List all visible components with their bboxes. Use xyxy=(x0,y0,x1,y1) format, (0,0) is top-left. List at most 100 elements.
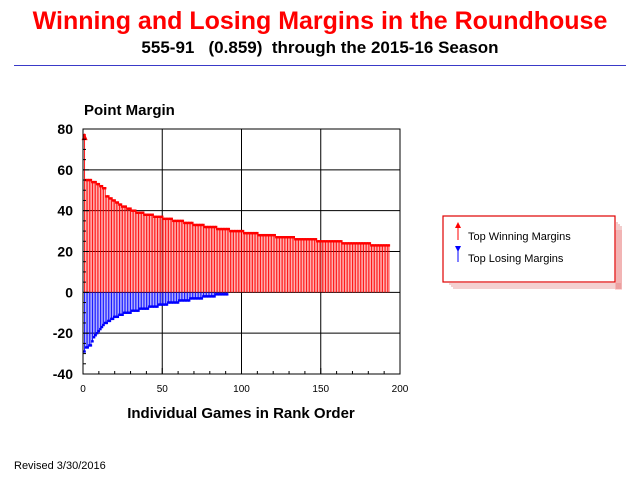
x-tick-label: 100 xyxy=(233,384,250,395)
loss-margin-point xyxy=(119,313,123,316)
win-margin-point xyxy=(119,203,123,206)
win-margin-point xyxy=(103,187,107,190)
win-margin-point xyxy=(164,217,167,221)
chart-legend: Top Winning Margins Top Losing Margins xyxy=(442,215,622,290)
loss-margin-point xyxy=(108,319,112,323)
loss-margin-point xyxy=(130,309,134,312)
win-margin-point xyxy=(311,238,315,241)
win-margin-point xyxy=(310,238,313,241)
loss-margin-point xyxy=(221,293,224,296)
win-margin-point xyxy=(108,197,112,200)
win-margin-point xyxy=(159,215,162,218)
win-margin-point xyxy=(214,225,218,229)
win-margin-point xyxy=(286,236,289,239)
win-margin-point xyxy=(363,242,367,245)
loss-margin-point xyxy=(200,297,204,300)
win-margin-point xyxy=(97,182,101,186)
y-tick-label: -40 xyxy=(53,366,73,382)
loss-margin-point xyxy=(184,299,188,302)
win-margin-point xyxy=(381,244,384,247)
legend-shadow-hatch xyxy=(449,222,622,289)
win-margin-point xyxy=(314,238,318,241)
legend-loss-label: Top Losing Margins xyxy=(468,253,564,265)
win-margin-point xyxy=(167,217,170,221)
win-margin-point xyxy=(270,233,273,237)
win-margin-point xyxy=(116,201,120,204)
win-margin-point xyxy=(360,242,364,245)
y-tick-label: 40 xyxy=(57,203,73,219)
win-margin-point xyxy=(195,223,199,227)
loss-margin-point xyxy=(181,299,185,302)
win-margin-point xyxy=(178,219,181,223)
win-margin-point xyxy=(335,240,338,243)
win-margin-point xyxy=(162,217,166,221)
chart-bars xyxy=(81,133,391,353)
win-margin-point xyxy=(143,213,147,216)
win-margin-point xyxy=(240,229,243,233)
win-margin-point xyxy=(192,223,196,227)
loss-margin-point xyxy=(162,303,166,306)
win-margin-point xyxy=(191,221,194,225)
win-margin-point xyxy=(161,215,164,218)
axis-ticks xyxy=(82,128,401,375)
y-tick-label: 60 xyxy=(57,162,73,178)
loss-margin-point xyxy=(175,301,178,304)
loss-margin-point xyxy=(173,301,177,304)
win-margin-point xyxy=(287,236,291,239)
loss-margin-point xyxy=(178,299,181,302)
win-margin-point xyxy=(384,244,387,247)
win-margin-point xyxy=(84,178,88,182)
win-margin-point xyxy=(138,211,142,214)
win-margin-point xyxy=(194,223,197,227)
win-margin-point xyxy=(246,231,250,235)
win-margin-point xyxy=(316,240,319,243)
win-margin-point xyxy=(210,225,213,229)
win-margin-point xyxy=(91,180,94,184)
win-margin-point xyxy=(130,209,134,212)
win-margin-point xyxy=(302,238,305,241)
win-margin-point xyxy=(322,240,326,243)
legend-loss-arrow xyxy=(455,246,461,252)
win-margin-point xyxy=(208,225,211,229)
loss-margin-point xyxy=(123,311,126,314)
loss-margin-point xyxy=(203,295,207,298)
loss-margin-point xyxy=(145,307,148,310)
win-margin-point xyxy=(324,240,327,243)
win-margin-point xyxy=(213,225,216,229)
loss-margin-point xyxy=(183,299,186,302)
win-margin-point xyxy=(175,219,178,223)
win-margin-point xyxy=(257,233,261,237)
win-margin-point xyxy=(281,236,284,239)
win-margin-point xyxy=(165,217,169,221)
win-margin-point xyxy=(111,199,115,202)
loss-margin-point xyxy=(121,313,124,316)
loss-margin-point xyxy=(151,305,154,308)
win-margin-point xyxy=(202,223,205,227)
loss-margin-point xyxy=(100,325,104,329)
loss-margin-point xyxy=(216,293,219,296)
win-margin-point xyxy=(327,240,330,243)
loss-margin-point xyxy=(168,301,172,304)
win-margin-point xyxy=(276,236,280,239)
loss-margin-point xyxy=(96,331,99,335)
win-margin-point xyxy=(127,207,131,210)
loss-margin-point xyxy=(99,327,102,331)
win-margin-point xyxy=(233,229,237,233)
win-margin-point xyxy=(278,236,281,239)
win-margin-point xyxy=(149,213,153,216)
loss-margin-point xyxy=(213,295,216,298)
win-margin-point xyxy=(200,223,204,227)
loss-margin-point xyxy=(186,299,189,302)
win-margin-point xyxy=(340,240,343,243)
win-margin-point xyxy=(140,211,143,214)
win-margin-point xyxy=(292,236,296,239)
win-margin-point xyxy=(249,231,253,235)
loss-margin-point xyxy=(170,301,173,304)
loss-margin-point xyxy=(102,323,105,327)
win-margin-point xyxy=(96,182,99,186)
win-margin-point xyxy=(92,180,96,184)
loss-margin-point xyxy=(149,305,153,308)
win-margin-point xyxy=(295,238,299,241)
win-margin-point xyxy=(265,233,269,237)
win-margin-point xyxy=(329,240,332,243)
